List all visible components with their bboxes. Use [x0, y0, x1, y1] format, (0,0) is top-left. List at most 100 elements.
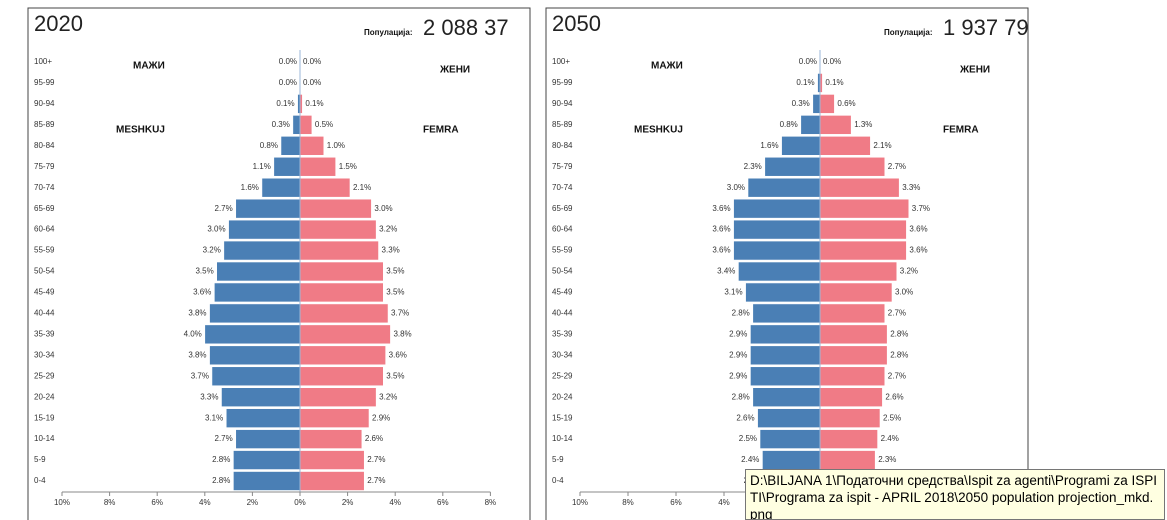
male-label-alt: MESHKUJ [116, 125, 165, 136]
female-bar [299, 324, 391, 345]
value-label: 3.6% [712, 246, 730, 255]
age-label: 45-49 [34, 288, 55, 297]
age-label: 35-39 [34, 329, 55, 338]
value-label: 1.6% [760, 141, 778, 150]
male-label-alt: MESHKUJ [634, 125, 683, 136]
male-bar [757, 408, 821, 428]
male-bar [233, 450, 301, 470]
male-label: МАЖИ [651, 61, 683, 72]
value-label: 3.4% [717, 267, 735, 276]
value-label: 3.5% [195, 267, 213, 276]
value-label: 0.6% [837, 99, 855, 108]
male-bar [204, 324, 301, 345]
value-label: 2.6% [736, 413, 754, 422]
male-bar [233, 471, 301, 491]
female-label-alt: FEMRA [423, 125, 459, 136]
female-bar [819, 219, 907, 240]
age-label: 10-14 [552, 434, 573, 443]
value-label: 2.6% [365, 434, 383, 443]
value-label: 2.8% [212, 476, 230, 485]
female-bar [819, 345, 888, 366]
value-label: 3.7% [391, 309, 409, 318]
female-bar [299, 450, 365, 470]
value-label: 2.1% [353, 183, 371, 192]
x-tick-label: 10% [54, 498, 70, 507]
male-bar [800, 115, 821, 135]
age-label: 95-99 [552, 78, 573, 87]
x-tick-label: 6% [670, 498, 682, 507]
value-label: 0.3% [272, 120, 290, 129]
female-bar [299, 198, 372, 219]
male-bar [216, 261, 301, 282]
value-label: 2.8% [890, 350, 908, 359]
x-tick-label: 4% [199, 498, 211, 507]
value-label: 2.3% [744, 162, 762, 171]
x-tick-label: 8% [485, 498, 497, 507]
male-bar [209, 345, 301, 366]
value-label: 1.1% [253, 162, 271, 171]
female-bar [299, 366, 384, 387]
value-label: 3.8% [188, 350, 206, 359]
female-bar [299, 136, 325, 156]
age-label: 65-69 [552, 204, 573, 213]
age-label: 60-64 [34, 225, 55, 234]
male-bar [745, 282, 821, 303]
female-bar [819, 366, 886, 387]
population-value: 1 937 79 [943, 15, 1029, 40]
x-tick-label: 2% [342, 498, 354, 507]
male-bar [764, 156, 821, 177]
value-label: 3.5% [386, 288, 404, 297]
female-bar [819, 303, 886, 324]
value-label: 3.8% [188, 309, 206, 318]
female-bar [819, 198, 910, 219]
x-tick-label: 10% [572, 498, 588, 507]
age-label: 40-44 [34, 309, 55, 318]
value-label: 2.4% [881, 434, 899, 443]
value-label: 2.9% [372, 413, 390, 422]
value-label: 3.6% [909, 225, 927, 234]
age-label: 75-79 [34, 162, 55, 171]
age-label: 40-44 [552, 309, 573, 318]
male-bar [733, 240, 821, 261]
age-label: 75-79 [552, 162, 573, 171]
age-label: 50-54 [34, 267, 55, 276]
value-label: 2.7% [367, 455, 385, 464]
value-label: 2.1% [873, 141, 891, 150]
female-bar [299, 408, 370, 428]
x-tick-label: 6% [437, 498, 449, 507]
value-label: 3.5% [386, 267, 404, 276]
population-label: Популација: [884, 28, 933, 37]
value-label: 0.1% [305, 99, 323, 108]
female-bar [299, 115, 313, 135]
value-label: 0.5% [315, 120, 333, 129]
value-label: 0.0% [279, 57, 297, 66]
value-label: 2.7% [888, 309, 906, 318]
value-label: 0.0% [303, 57, 321, 66]
age-label: 0-4 [34, 476, 46, 485]
value-label: 3.3% [902, 183, 920, 192]
male-bar [273, 156, 301, 177]
male-bar [812, 94, 821, 114]
male-bar [223, 240, 301, 261]
female-label: ЖЕНИ [959, 65, 990, 76]
value-label: 3.5% [386, 371, 404, 380]
value-label: 2.7% [215, 434, 233, 443]
age-label: 35-39 [552, 329, 573, 338]
female-label-alt: FEMRA [943, 125, 979, 136]
female-bar [299, 345, 386, 366]
x-tick-label: 2% [247, 498, 259, 507]
female-bar [299, 177, 351, 198]
age-label: 20-24 [34, 392, 55, 401]
age-label: 20-24 [552, 392, 573, 401]
value-label: 3.6% [193, 288, 211, 297]
age-label: 25-29 [552, 371, 573, 380]
male-bar [209, 303, 301, 324]
tooltip: D:\BILJANA 1\Податочни средства\Ispit za… [745, 469, 1165, 520]
male-bar [738, 261, 821, 282]
age-label: 5-9 [34, 455, 46, 464]
female-bar [819, 261, 898, 282]
value-label: 3.1% [724, 288, 742, 297]
male-bar [225, 408, 301, 428]
